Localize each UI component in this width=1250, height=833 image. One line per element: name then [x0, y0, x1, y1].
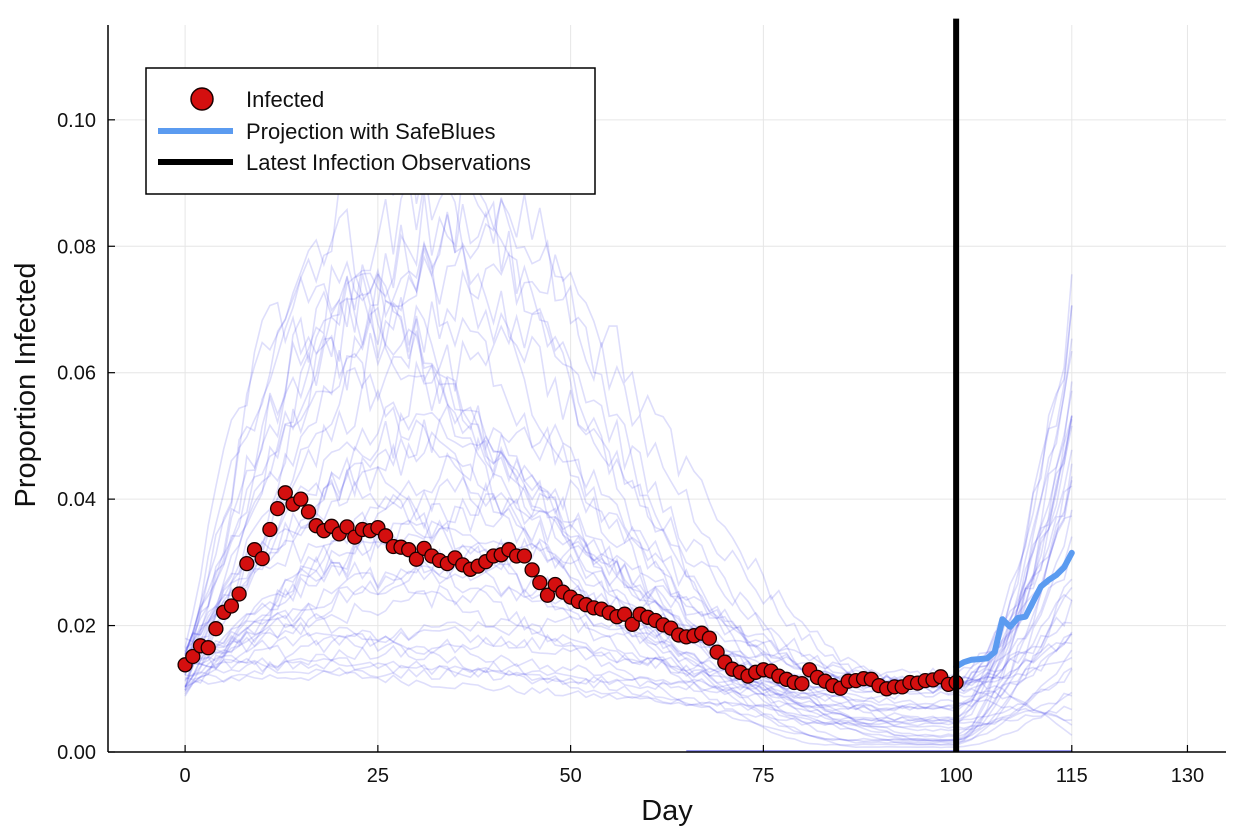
infected-point — [223, 598, 240, 614]
infected-point — [524, 562, 540, 578]
y-ticks: 0.00 0.02 0.04 0.06 0.08 0.10 — [57, 110, 115, 764]
simulation-trace — [184, 403, 1073, 746]
y-tick-label: 0.06 — [57, 363, 96, 385]
x-axis-title: Day — [641, 795, 693, 827]
infected-point — [532, 574, 548, 591]
infected-point — [277, 485, 293, 501]
infected-point — [701, 630, 718, 646]
simulation-trace — [184, 657, 1073, 726]
simulation-trace — [184, 616, 1072, 722]
x-tick-label: 75 — [752, 765, 774, 787]
infected-point — [624, 616, 640, 632]
infected-point — [269, 500, 286, 517]
infected-point — [339, 519, 355, 535]
simulation-trace — [184, 193, 1073, 726]
simulation-trace — [184, 587, 1073, 743]
infected-point — [377, 528, 394, 544]
y-axis-title: Proportion Infected — [10, 262, 42, 507]
infected-point — [200, 640, 216, 656]
simulation-trace — [184, 381, 1073, 713]
simulation-trace — [184, 172, 1073, 732]
infected-point — [293, 491, 309, 507]
axes — [107, 25, 1226, 753]
simulation-trace — [184, 414, 1073, 722]
y-tick-label: 0.00 — [57, 742, 96, 764]
y-tick-label: 0.10 — [57, 110, 96, 132]
x-tick-label: 100 — [939, 765, 972, 787]
infected-point — [300, 504, 317, 520]
simulation-trace — [184, 305, 1073, 712]
simulation-trace — [184, 415, 1073, 713]
legend-infected-marker — [190, 87, 214, 111]
x-tick-label: 25 — [367, 765, 389, 787]
simulation-trace — [184, 264, 1073, 742]
simulation-trace — [184, 312, 1073, 727]
infected-point — [231, 586, 247, 602]
simulation-trace — [184, 621, 1073, 730]
legend-infected-label: Infected — [246, 87, 324, 112]
simulation-trace — [184, 656, 1073, 724]
x-tick-label: 115 — [1056, 765, 1088, 787]
simulation-trace — [184, 430, 1073, 711]
y-tick-label: 0.04 — [57, 489, 96, 511]
x-tick-label: 130 — [1171, 765, 1204, 787]
y-tick-label: 0.08 — [57, 236, 96, 258]
simulation-trace — [184, 390, 1073, 746]
infected-point — [539, 587, 556, 603]
infected-point — [185, 648, 201, 665]
projection-line — [953, 549, 1075, 670]
infected-point — [794, 676, 810, 692]
infected-point — [516, 548, 533, 564]
x-tick-label: 0 — [180, 765, 191, 787]
projection-layer — [953, 549, 1075, 670]
infected-point — [262, 521, 278, 538]
simulation-traces — [184, 114, 1073, 752]
x-ticks: 0 25 50 75 100 115 130 — [180, 745, 1204, 787]
simulation-trace — [184, 274, 1073, 739]
simulation-trace — [184, 153, 1073, 723]
infected-points — [177, 485, 964, 697]
infected-point — [709, 644, 725, 660]
y-tick-label: 0.02 — [57, 616, 96, 638]
infected-point — [408, 551, 425, 567]
simulation-trace — [184, 417, 1073, 738]
infected-point — [239, 555, 255, 572]
simulation-trace — [184, 530, 1073, 743]
simulation-trace — [184, 211, 1073, 744]
legend: Infected Projection with SafeBlues Lates… — [145, 67, 596, 195]
infected-point — [616, 606, 633, 622]
x-tick-label: 50 — [559, 765, 581, 787]
simulation-trace — [184, 260, 1073, 749]
legend-observation-label: Latest Infection Observations — [246, 150, 531, 175]
infected-point — [254, 550, 270, 567]
simulation-trace — [184, 274, 1073, 722]
legend-projection-label: Projection with SafeBlues — [246, 119, 495, 144]
infected-point — [208, 621, 224, 637]
